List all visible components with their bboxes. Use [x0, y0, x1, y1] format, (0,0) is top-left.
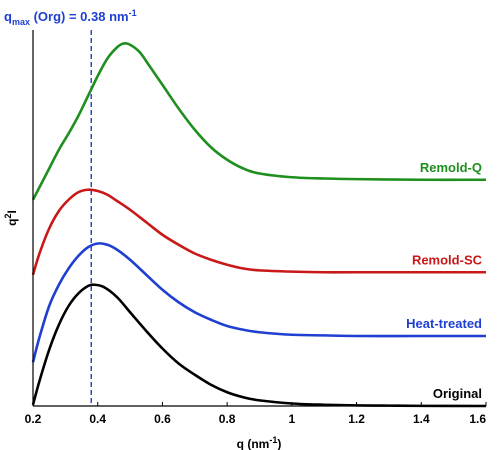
series-label-remold-q: Remold-Q — [420, 160, 482, 175]
plot-area — [31, 30, 487, 408]
series-line-remold-q — [31, 42, 487, 201]
x-axis-title: q (nm-1) — [237, 435, 282, 450]
x-ticks: 0.2 0.4 0.6 0.8 1 1.2 1.4 1.6 — [25, 402, 487, 426]
qmax-annotation-label: qmax (Org) = 0.38 nm-1 — [4, 8, 137, 27]
x-tick-label: 1.6 — [469, 412, 486, 426]
series-label-heat-treated: Heat-treated — [406, 316, 482, 331]
series-label-original: Original — [433, 386, 482, 401]
x-tick-label: 0.4 — [89, 412, 106, 426]
x-tick-label: 1.4 — [413, 412, 430, 426]
series-labels: Original Heat-treated Remold-SC Remold-Q — [406, 160, 482, 401]
series-line-remold-sc — [31, 188, 486, 276]
series-label-remold-sc: Remold-SC — [412, 252, 483, 267]
x-tick-label: 0.6 — [154, 412, 171, 426]
x-tick-label: 1.2 — [348, 412, 365, 426]
y-axis-title: q2I — [3, 210, 19, 226]
x-tick-label: 0.2 — [25, 412, 42, 426]
series-line-original — [31, 283, 487, 408]
x-tick-label: 1 — [289, 412, 296, 426]
x-tick-label: 0.8 — [219, 412, 236, 426]
series-line-heat-treated — [31, 242, 486, 363]
